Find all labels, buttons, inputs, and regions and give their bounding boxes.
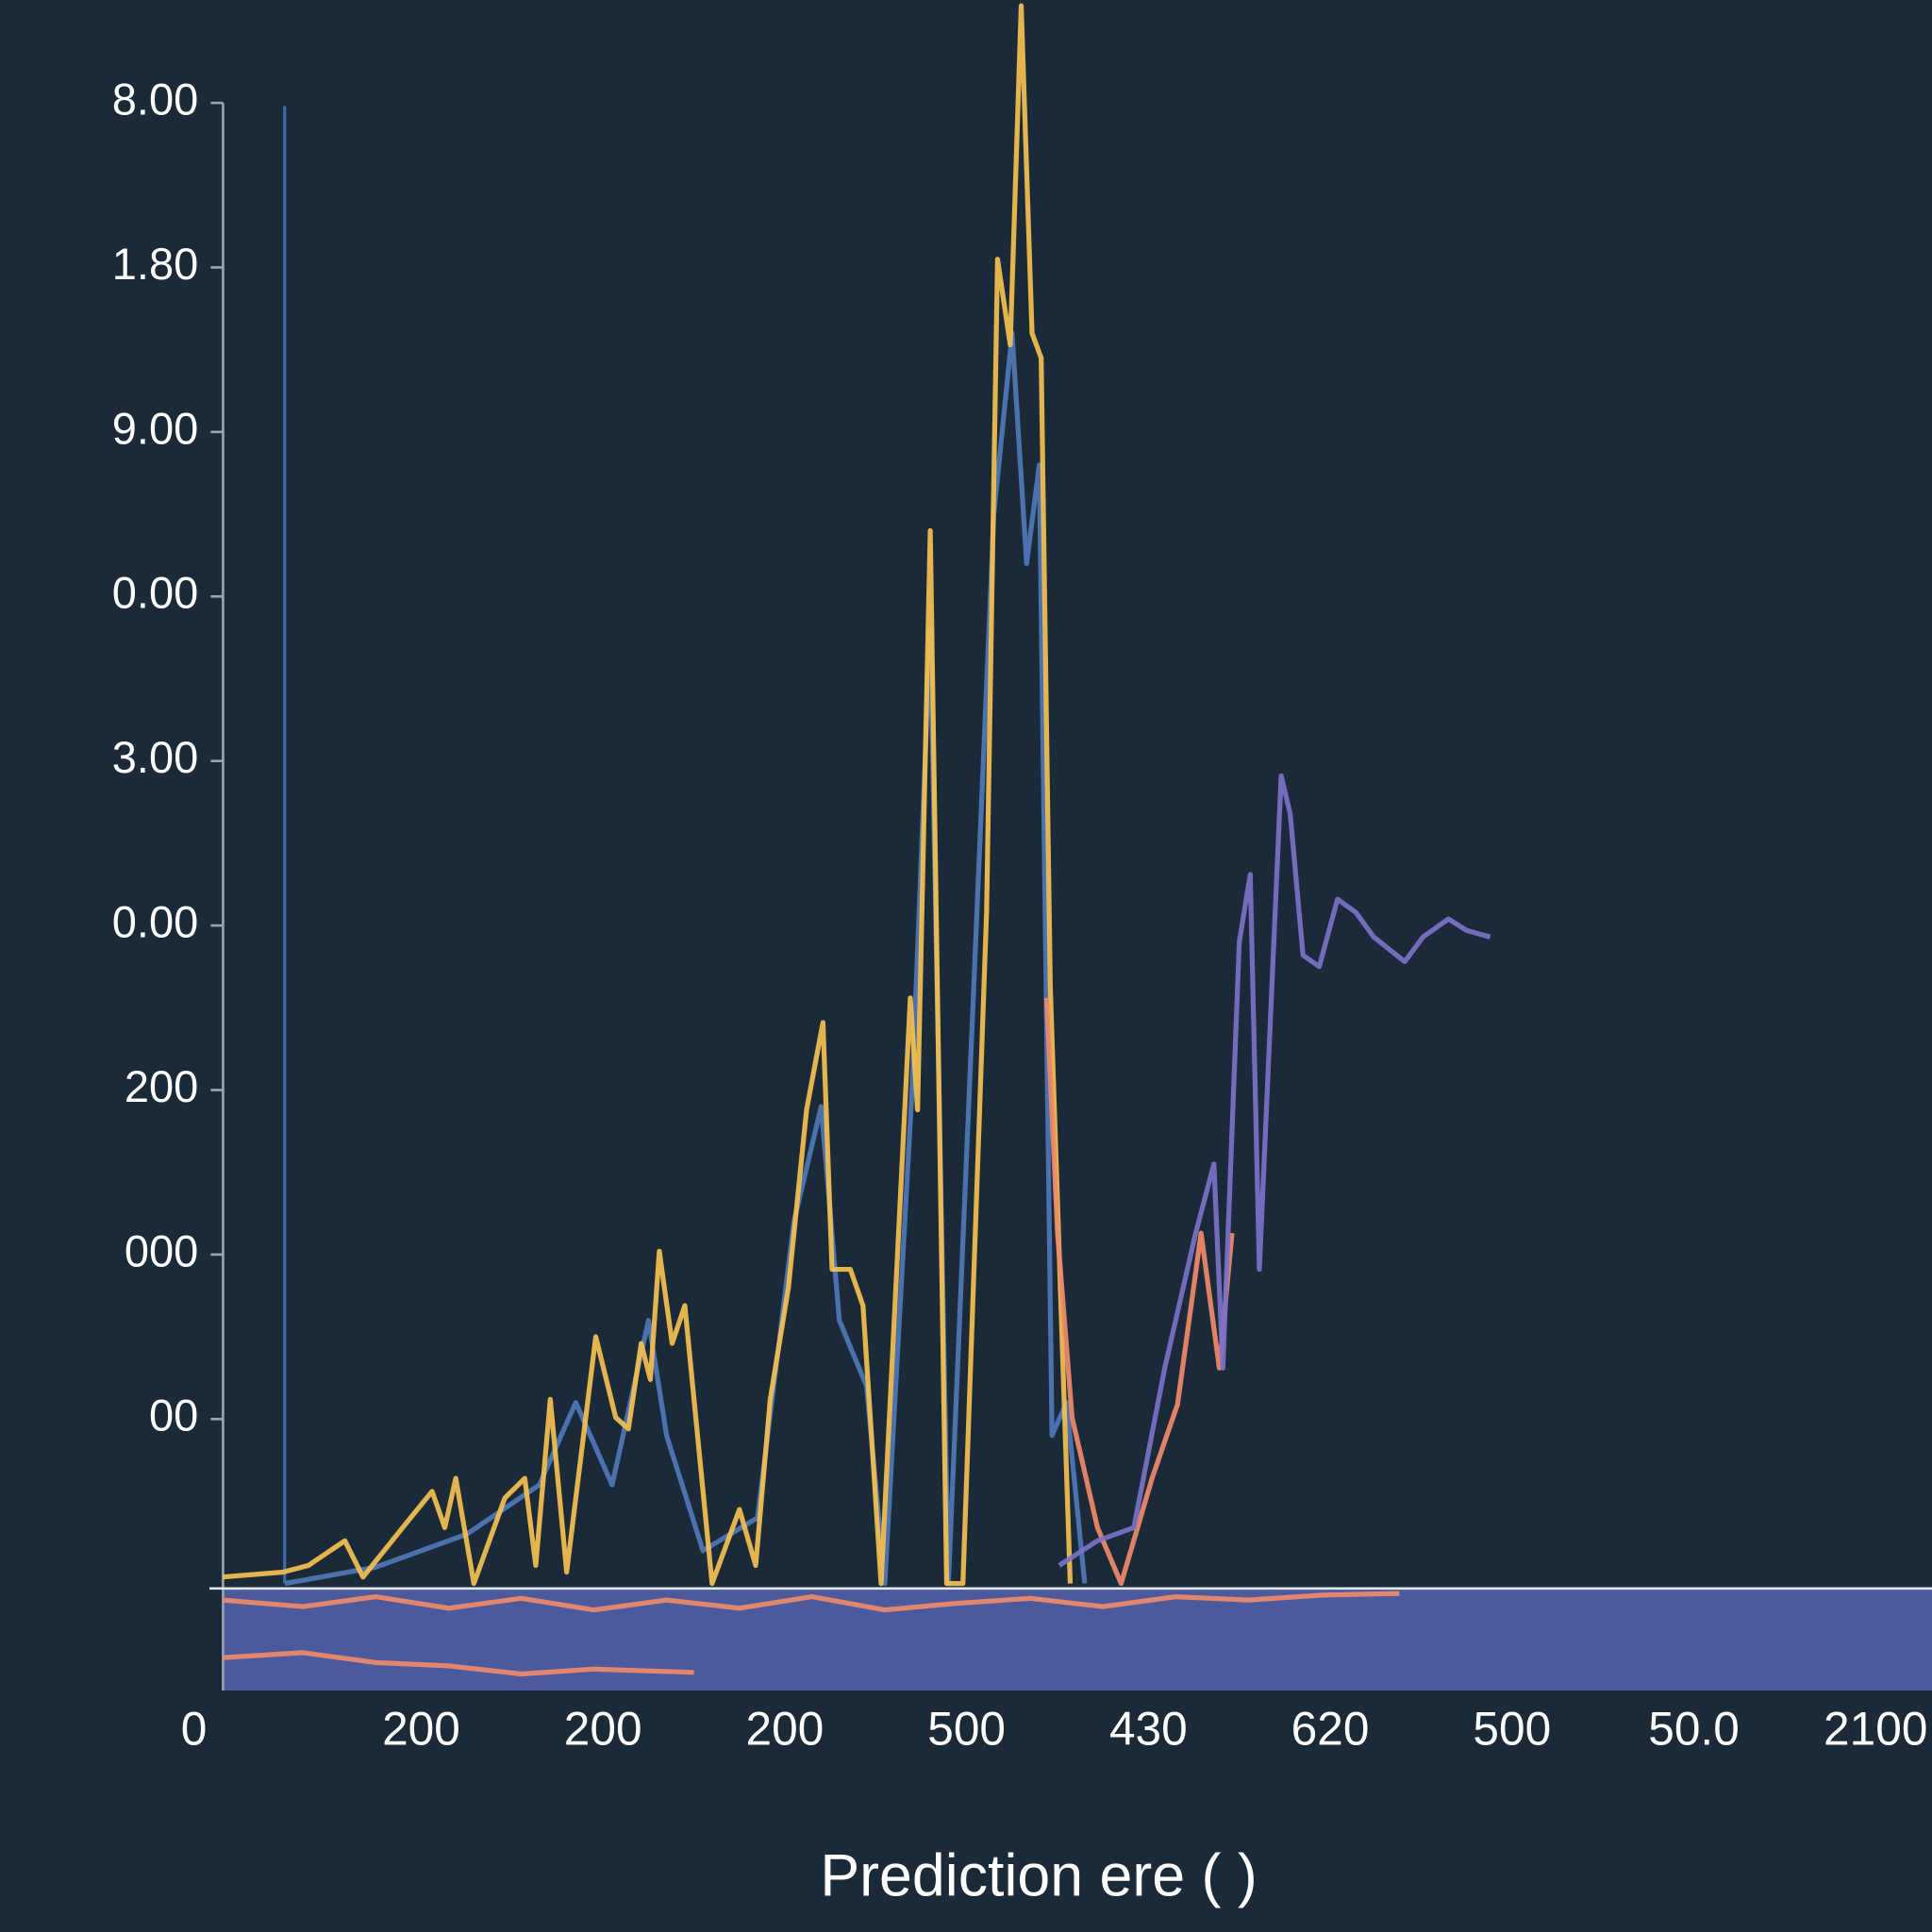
y-tick-label: 0.00 bbox=[112, 568, 199, 618]
y-tick-label: 3.00 bbox=[112, 732, 199, 782]
y-tick-label: 9.00 bbox=[112, 403, 199, 453]
y-tick-label: 0.00 bbox=[112, 896, 199, 946]
x-tick-label: 430 bbox=[1109, 1703, 1188, 1756]
series-line bbox=[1058, 773, 1491, 1568]
x-tick-label: 0 bbox=[181, 1703, 208, 1756]
y-tick-label: 1.80 bbox=[112, 239, 199, 289]
series-line bbox=[284, 330, 1088, 1587]
series-line bbox=[223, 3, 1074, 1587]
x-tick-label: 2100 bbox=[1824, 1703, 1927, 1756]
y-tick-label: 8.00 bbox=[112, 75, 199, 125]
series-line bbox=[223, 1591, 1400, 1613]
x-tick-label: 200 bbox=[564, 1703, 642, 1756]
x-tick-label: 200 bbox=[746, 1703, 824, 1756]
x-tick-label: 200 bbox=[382, 1703, 460, 1756]
x-tick-label: 620 bbox=[1291, 1703, 1370, 1756]
x-tick-label: 500 bbox=[1473, 1703, 1551, 1756]
x-axis-title: Prediction ere ( ) bbox=[820, 1843, 1257, 1909]
y-tick-label: 00 bbox=[149, 1391, 198, 1441]
series-line bbox=[1043, 997, 1235, 1587]
x-tick-label: 500 bbox=[927, 1703, 1006, 1756]
series-line bbox=[223, 1650, 694, 1677]
x-tick-label: 50.0 bbox=[1648, 1703, 1740, 1756]
y-tick-label: 000 bbox=[125, 1225, 198, 1275]
y-tick-label: 200 bbox=[125, 1061, 198, 1111]
